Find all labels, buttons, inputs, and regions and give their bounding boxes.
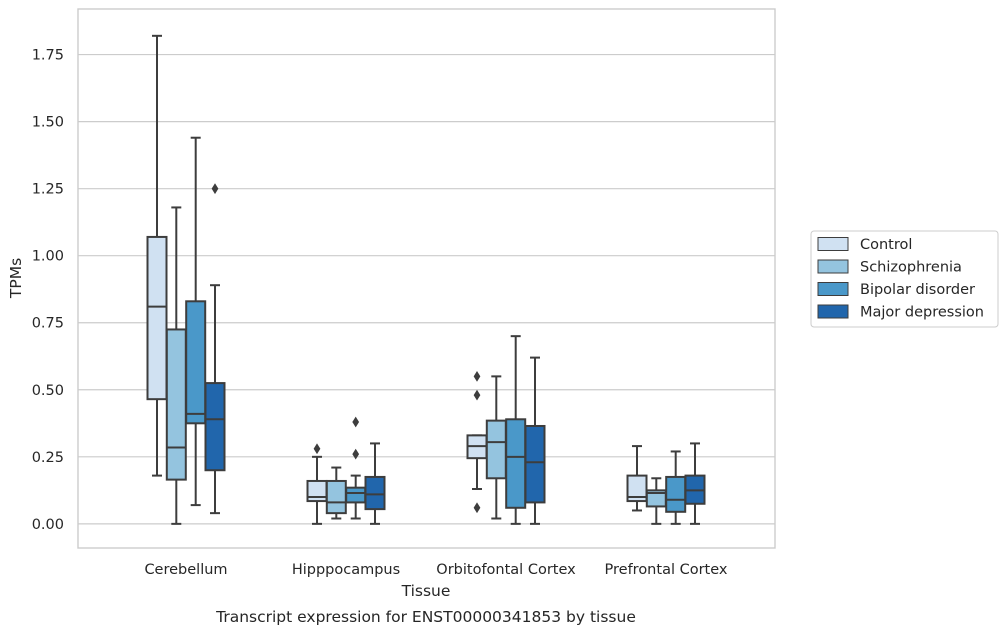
- boxes: [146, 34, 706, 525]
- box-bipolar-disorder: [185, 136, 207, 507]
- chart-caption: Transcript expression for ENST0000034185…: [215, 608, 636, 626]
- x-axis-ticks: Cerebellum Hipppocampus Orbitofontal Corte…: [144, 562, 727, 578]
- outlier-marker: [473, 389, 481, 401]
- box-control: [146, 34, 168, 477]
- x-tick-label: Cerebellum: [144, 562, 227, 578]
- x-tick-label: Prefrontal Cortex: [605, 562, 728, 578]
- box-major-depression: [364, 442, 386, 525]
- box-control: [466, 370, 488, 514]
- y-axis-label: TPMs: [7, 258, 25, 299]
- legend: Control Schizophrenia Bipolar disorder Majo…: [810, 230, 999, 328]
- iqr-box: [626, 474, 648, 503]
- iqr-box: [306, 479, 328, 503]
- y-tick-label: 1.50: [32, 115, 64, 131]
- box-major-depression: [684, 442, 706, 525]
- box-major-depression: [524, 356, 546, 525]
- outlier-marker: [313, 443, 321, 455]
- outlier-marker: [211, 183, 219, 195]
- y-tick-label: 1.75: [32, 48, 64, 64]
- iqr-box: [364, 475, 386, 511]
- iqr-box: [204, 382, 226, 472]
- box-schizophrenia: [485, 375, 507, 520]
- box-schizophrenia: [645, 477, 667, 525]
- legend-swatch: [817, 259, 849, 274]
- y-tick-label: 0.75: [32, 316, 64, 332]
- iqr-box: [345, 486, 367, 504]
- outlier-marker: [352, 448, 360, 460]
- box-control: [626, 445, 648, 512]
- box-bipolar-disorder: [345, 416, 367, 520]
- outlier-marker: [473, 502, 481, 514]
- x-axis-label: Tissue: [401, 582, 451, 600]
- iqr-box: [665, 475, 687, 513]
- box-bipolar-disorder: [665, 450, 687, 525]
- plot-frame: [77, 8, 776, 549]
- y-tick-label: 0.50: [32, 383, 64, 399]
- box-control: [306, 443, 328, 525]
- legend-swatch: [817, 237, 849, 251]
- iqr-box: [146, 235, 168, 401]
- outlier-marker: [352, 416, 360, 428]
- legend-swatch: [817, 304, 849, 319]
- y-tick-label: 0.25: [32, 450, 64, 466]
- y-tick-label: 1.00: [32, 249, 64, 265]
- iqr-box: [185, 300, 207, 425]
- legend-label: Control: [860, 237, 912, 253]
- box-schizophrenia: [165, 206, 187, 525]
- legend-frame: [810, 230, 999, 328]
- box-bipolar-disorder: [505, 335, 527, 525]
- iqr-box: [325, 479, 347, 515]
- iqr-box: [485, 419, 507, 480]
- legend-label: Major depression: [860, 305, 984, 321]
- iqr-box: [505, 418, 527, 509]
- y-tick-label: 0.00: [32, 517, 64, 533]
- box-major-depression: [204, 183, 226, 515]
- y-axis-ticks: 0.00 0.25 0.50 0.75 1.00 1.25 1.50 1.75: [32, 48, 64, 533]
- outlier-marker: [473, 370, 481, 382]
- iqr-box: [165, 328, 187, 481]
- legend-label: Bipolar disorder: [860, 282, 975, 298]
- iqr-box: [524, 424, 546, 504]
- legend-label: Schizophrenia: [860, 260, 962, 276]
- box-schizophrenia: [325, 466, 347, 520]
- x-tick-label: Orbitofontal Cortex: [436, 562, 576, 578]
- x-tick-label: Hipppocampus: [292, 562, 400, 578]
- legend-swatch: [817, 282, 849, 296]
- y-tick-label: 1.25: [32, 182, 64, 198]
